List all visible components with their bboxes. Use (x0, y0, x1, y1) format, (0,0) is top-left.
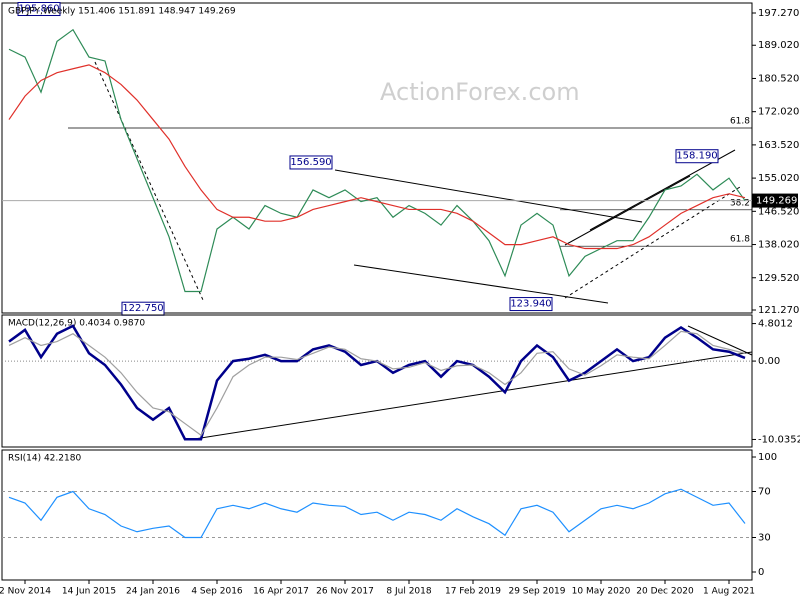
y-tick-label: 155.020 (758, 173, 799, 184)
y-tick-label: 4.8012 (758, 319, 793, 330)
x-tick-label: 8 Jul 2018 (386, 587, 431, 597)
price-annotation: 156.590 (290, 157, 331, 168)
x-tick-label: 16 Apr 2017 (253, 587, 309, 597)
series-line (8, 488, 746, 539)
watermark: ActionForex.com (380, 78, 580, 106)
pane-title: RSI(14) 42.2180 (8, 454, 81, 464)
y-tick-label: 146.520 (758, 206, 799, 217)
price-annotation: 122.750 (122, 303, 163, 314)
trend-line (334, 169, 643, 223)
y-tick-label: 180.520 (758, 73, 799, 84)
trend-line (94, 61, 204, 301)
fib-label: 61.8 (730, 235, 750, 245)
y-tick-label: 129.520 (758, 273, 799, 284)
x-tick-label: 4 Sep 2016 (191, 587, 243, 597)
price-annotation-box (675, 149, 719, 164)
x-tick-label: 20 Dec 2020 (636, 587, 694, 597)
x-tick-label: 14 Jun 2015 (62, 587, 116, 597)
pane-title: MACD(12,26,9) 0.4034 0.9870 (8, 319, 145, 329)
trend-line (353, 264, 609, 304)
fib-label: 38.2 (730, 198, 750, 208)
price-annotation: 195.860 (18, 4, 59, 15)
trend-lines (94, 61, 753, 441)
y-tick-label: 189.020 (758, 40, 799, 51)
price-annotation: 158.190 (676, 151, 717, 162)
y-tick-label: 100 (758, 452, 777, 463)
trend-line (187, 351, 753, 441)
y-tick-label: 163.520 (758, 140, 799, 151)
price-annotation-box (17, 2, 61, 17)
y-tick-label: 70 (758, 487, 771, 498)
y-tick-label: 0.00 (758, 356, 780, 367)
price-annotation-box (509, 297, 553, 312)
trend-line (589, 149, 736, 231)
y-tick-label: -10.0352 (758, 434, 800, 445)
y-tick-label: 197.270 (758, 8, 799, 19)
trend-line (564, 175, 691, 246)
last-price-box (752, 193, 798, 208)
trend-line (687, 325, 753, 356)
y-tick-label: 0 (758, 567, 764, 578)
x-tick-label: 17 Feb 2019 (445, 587, 501, 597)
y-tick-label: 172.020 (758, 107, 799, 118)
pane-frame (1, 2, 753, 314)
price-annotation-box (289, 155, 333, 170)
pane-title: GBPJPY,Weekly 151.406 151.891 148.947 14… (8, 7, 236, 17)
x-tick-label: 24 Jan 2016 (126, 587, 180, 597)
series-line (8, 330, 746, 437)
y-tick-label: 121.270 (758, 305, 799, 316)
x-tick-label: 26 Nov 2017 (316, 587, 374, 597)
x-tick-label: 10 May 2020 (572, 587, 631, 597)
trend-line (564, 186, 741, 299)
price-annotation: 123.940 (510, 299, 551, 310)
series-line (8, 64, 746, 250)
x-tick-label: 29 Sep 2019 (508, 587, 565, 597)
last-price-label: 149.269 (756, 196, 797, 207)
x-tick-label: 1 Aug 2021 (703, 587, 755, 597)
pane-frame (1, 314, 753, 448)
pane-frame (1, 449, 753, 581)
x-tick-label: 2 Nov 2014 (0, 587, 51, 597)
y-tick-label: 138.020 (758, 240, 799, 251)
fib-label: 61.8 (730, 116, 750, 126)
y-tick-label: 30 (758, 533, 771, 544)
series-line (8, 28, 746, 293)
